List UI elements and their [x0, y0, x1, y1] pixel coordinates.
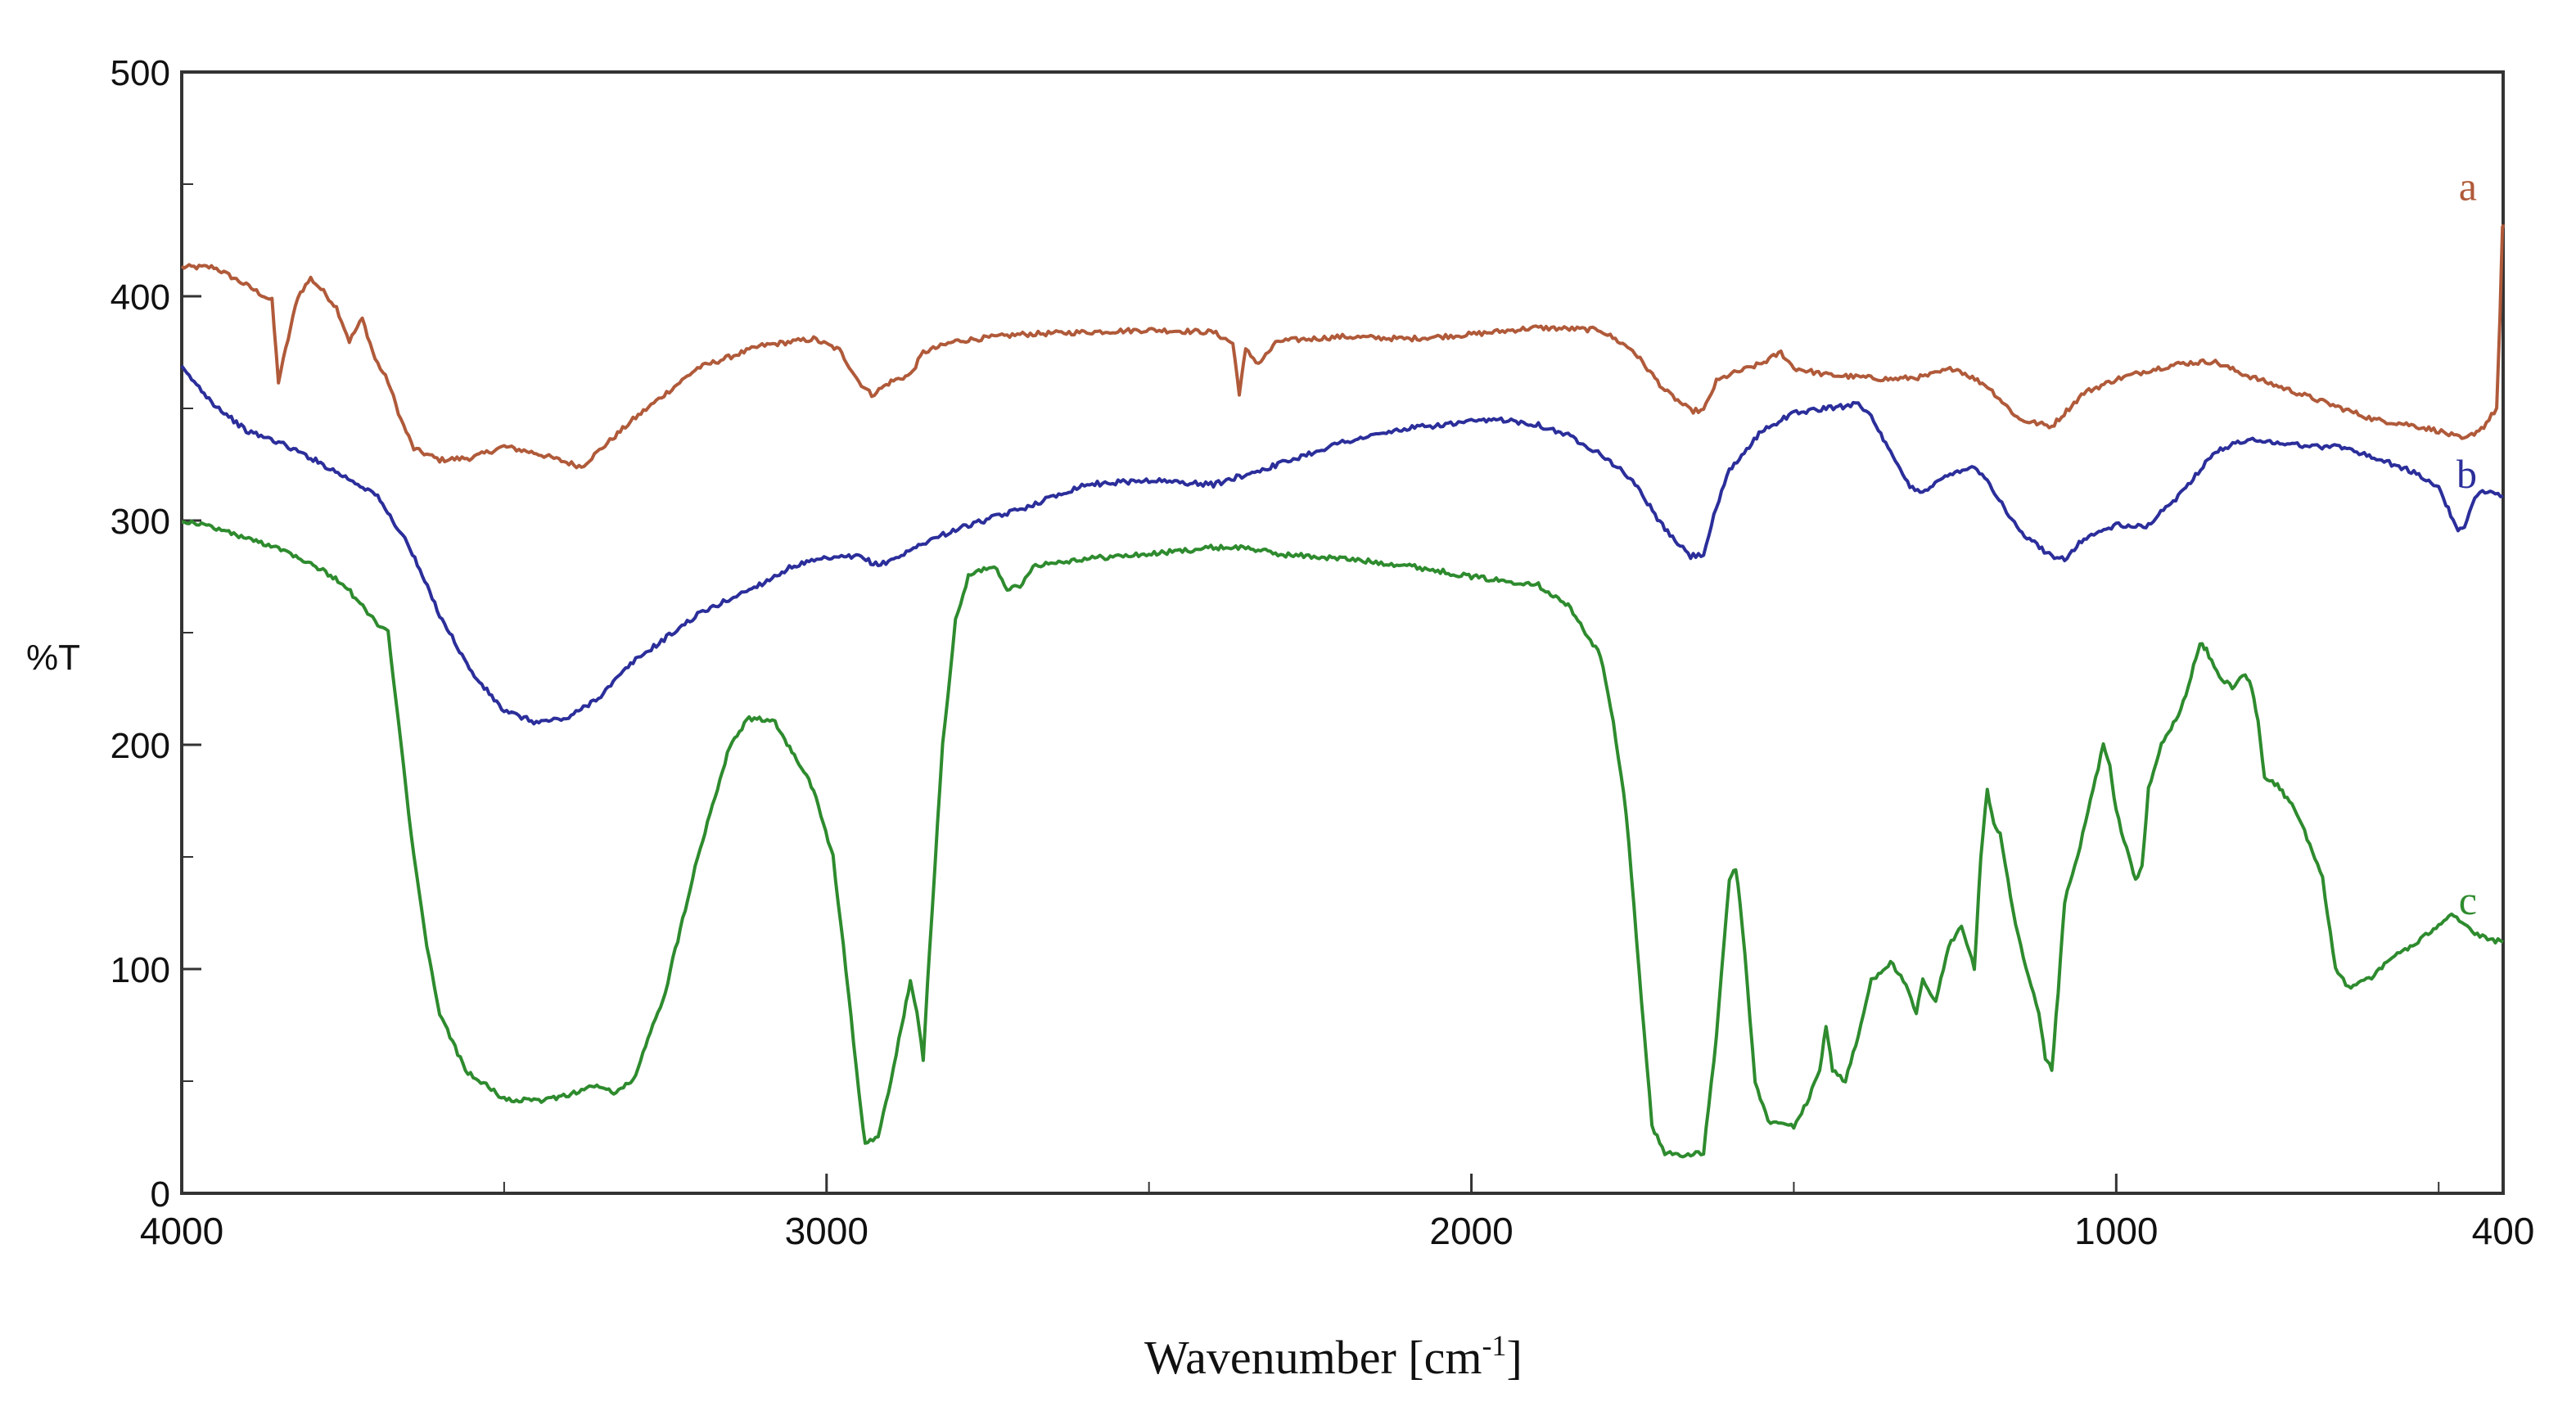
y-axis: 0 100 200 300 400 500 — [111, 53, 201, 1215]
x-axis-label-end: ] — [1506, 1331, 1522, 1384]
x-tick-label: 3000 — [785, 1210, 868, 1252]
x-axis-label: Wavenumber [cm-1] — [1144, 1329, 1523, 1384]
series-layer — [180, 224, 2505, 1159]
series-line-b — [180, 364, 2504, 726]
y-tick-label: 0 — [151, 1174, 170, 1215]
y-tick-label: 100 — [111, 950, 170, 990]
x-axis-label-main: Wavenumber [cm — [1144, 1331, 1482, 1384]
series-label-a: a — [2459, 163, 2477, 209]
x-axis-label-superscript: -1 — [1482, 1329, 1506, 1362]
x-tick-label: 400 — [2472, 1210, 2535, 1252]
x-tick-label: 2000 — [1429, 1210, 1513, 1252]
series-label-c: c — [2459, 877, 2477, 923]
y-tick-label: 500 — [111, 53, 170, 93]
series-label-b: b — [2456, 451, 2477, 497]
x-tick-label: 4000 — [140, 1210, 223, 1252]
series-line-a — [180, 224, 2505, 470]
y-tick-label: 400 — [111, 277, 170, 318]
series-line-c — [181, 519, 2504, 1159]
y-axis-label: %T — [26, 638, 80, 678]
x-axis: 4000 3000 2000 1000 400 — [140, 1174, 2535, 1252]
y-tick-label: 200 — [111, 726, 170, 766]
y-tick-label: 300 — [111, 502, 170, 542]
series-labels: a b c — [2456, 163, 2477, 923]
x-tick-label: 1000 — [2074, 1210, 2158, 1252]
